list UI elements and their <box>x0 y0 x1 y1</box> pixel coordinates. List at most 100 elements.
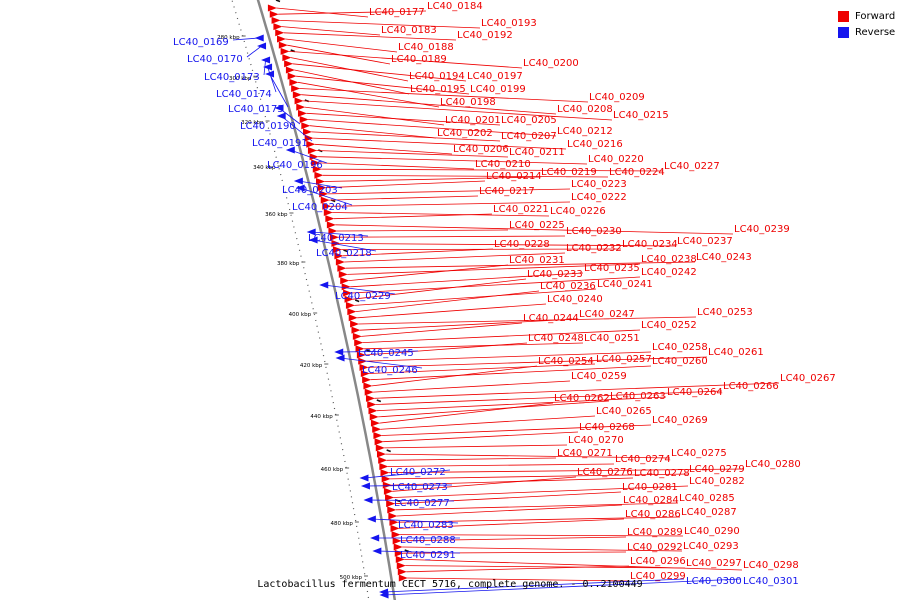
reverse-gene-label: LC40_0291 <box>400 550 456 561</box>
ruler-label: 440 kbp <box>310 414 333 420</box>
forward-gene-arrow <box>322 202 332 210</box>
forward-gene-arrow <box>306 140 316 148</box>
forward-gene-arrow <box>294 97 304 105</box>
forward-gene-label: LC40_0231 <box>509 255 565 266</box>
forward-gene-label: LC40_0201 <box>445 115 501 126</box>
forward-label-leader <box>338 235 566 238</box>
forward-label-leader <box>329 195 479 201</box>
legend-forward: Forward <box>838 8 895 24</box>
forward-gene-arrow <box>369 413 379 421</box>
forward-gene-arrow <box>348 314 358 322</box>
gene-tick-mark <box>404 549 409 553</box>
forward-gene-label: LC40_0298 <box>743 560 799 571</box>
forward-label-leader <box>335 224 734 235</box>
forward-gene-arrow <box>392 537 402 545</box>
forward-gene-arrow <box>311 159 321 167</box>
forward-gene-arrow <box>280 47 290 55</box>
forward-gene-label: LC40_0223 <box>571 179 627 190</box>
forward-label-leader <box>388 468 745 474</box>
forward-gene-arrow <box>285 66 295 74</box>
ruler-label: 500 kbp <box>340 575 363 581</box>
forward-label-leader <box>386 457 557 461</box>
forward-label-leader <box>355 290 540 312</box>
forward-label-leader <box>276 7 369 18</box>
forward-gene-label: LC40_0248 <box>528 333 584 344</box>
forward-gene-arrow <box>343 289 353 297</box>
forward-gene-label: LC40_0254 <box>538 356 594 367</box>
forward-label-leader <box>354 288 597 306</box>
forward-gene-arrow <box>299 116 309 124</box>
reverse-gene-label: LC40_0277 <box>394 498 450 509</box>
forward-gene-arrow <box>375 444 385 452</box>
forward-gene-label: LC40_0270 <box>568 435 624 446</box>
forward-gene-label: LC40_0258 <box>652 342 708 353</box>
reverse-label-leader <box>371 518 459 524</box>
forward-label-leader <box>395 502 679 511</box>
gene-tick-mark <box>275 0 281 3</box>
forward-gene-arrow <box>383 487 393 495</box>
forward-gene-label: LC40_0193 <box>481 18 537 29</box>
reverse-label-leader <box>338 350 419 353</box>
forward-gene-label: LC40_0261 <box>708 347 764 358</box>
forward-gene-arrow <box>381 475 391 483</box>
reverse-label-leader <box>269 73 289 108</box>
forward-gene-arrow <box>271 16 281 24</box>
forward-label-leader <box>308 119 557 137</box>
forward-label-leader <box>345 261 696 269</box>
forward-gene-label: LC40_0211 <box>509 147 565 158</box>
forward-gene-arrow <box>391 531 401 539</box>
forward-label-leader <box>387 463 615 467</box>
forward-label-leader <box>381 424 652 436</box>
forward-label-leader <box>371 365 538 387</box>
forward-gene-arrow <box>338 270 348 278</box>
forward-gene-label: LC40_0241 <box>597 279 653 290</box>
forward-gene-label: LC40_0189 <box>391 54 447 65</box>
forward-label-leader <box>405 565 686 569</box>
forward-gene-arrow <box>273 23 283 31</box>
forward-gene-arrow <box>337 264 347 272</box>
reverse-label-leader <box>232 37 260 41</box>
forward-label-leader <box>292 63 467 82</box>
forward-gene-arrow <box>387 506 397 514</box>
forward-label-leader <box>336 229 509 232</box>
forward-label-leader <box>379 402 554 424</box>
legend-reverse: Reverse <box>838 24 895 40</box>
forward-label-leader <box>280 20 481 29</box>
forward-label-leader <box>327 188 571 195</box>
forward-gene-label: LC40_0197 <box>467 71 523 82</box>
forward-gene-arrow <box>345 301 355 309</box>
forward-gene-arrow <box>301 122 311 130</box>
forward-label-leader <box>333 213 493 220</box>
forward-label-leader <box>347 263 641 275</box>
forward-label-leader <box>304 106 445 126</box>
forward-gene-label: LC40_0195 <box>410 84 466 95</box>
forward-gene-arrow <box>378 456 388 464</box>
forward-label-leader <box>296 75 470 95</box>
reverse-label-leader <box>383 578 742 596</box>
forward-gene-label: LC40_0214 <box>486 171 542 182</box>
forward-gene-label: LC40_0202 <box>437 128 493 139</box>
forward-gene-arrow <box>335 258 345 266</box>
forward-label-leader <box>281 26 381 36</box>
forward-gene-label: LC40_0219 <box>541 167 597 178</box>
forward-gene-arrow <box>367 401 377 409</box>
forward-label-leader <box>370 365 652 381</box>
forward-gene-label: LC40_0252 <box>641 320 697 331</box>
forward-label-leader <box>361 322 523 337</box>
forward-gene-label: LC40_0278 <box>634 468 690 479</box>
forward-gene-label: LC40_0262 <box>554 393 610 404</box>
forward-label-leader <box>299 88 589 103</box>
forward-gene-arrow <box>331 239 341 247</box>
ruler-label: 380 kbp <box>277 261 300 267</box>
forward-gene-arrow <box>351 326 361 334</box>
forward-gene-arrow <box>320 196 330 204</box>
reverse-label-leader <box>376 550 461 554</box>
forward-label-leader <box>319 162 475 170</box>
forward-label-leader <box>326 180 486 189</box>
forward-gene-arrow <box>368 407 378 415</box>
forward-label-leader <box>404 559 743 571</box>
forward-gene-arrow <box>309 153 319 161</box>
forward-gene-label: LC40_0263 <box>610 391 666 402</box>
forward-gene-label: LC40_0233 <box>527 269 583 280</box>
forward-label-leader <box>400 534 684 537</box>
